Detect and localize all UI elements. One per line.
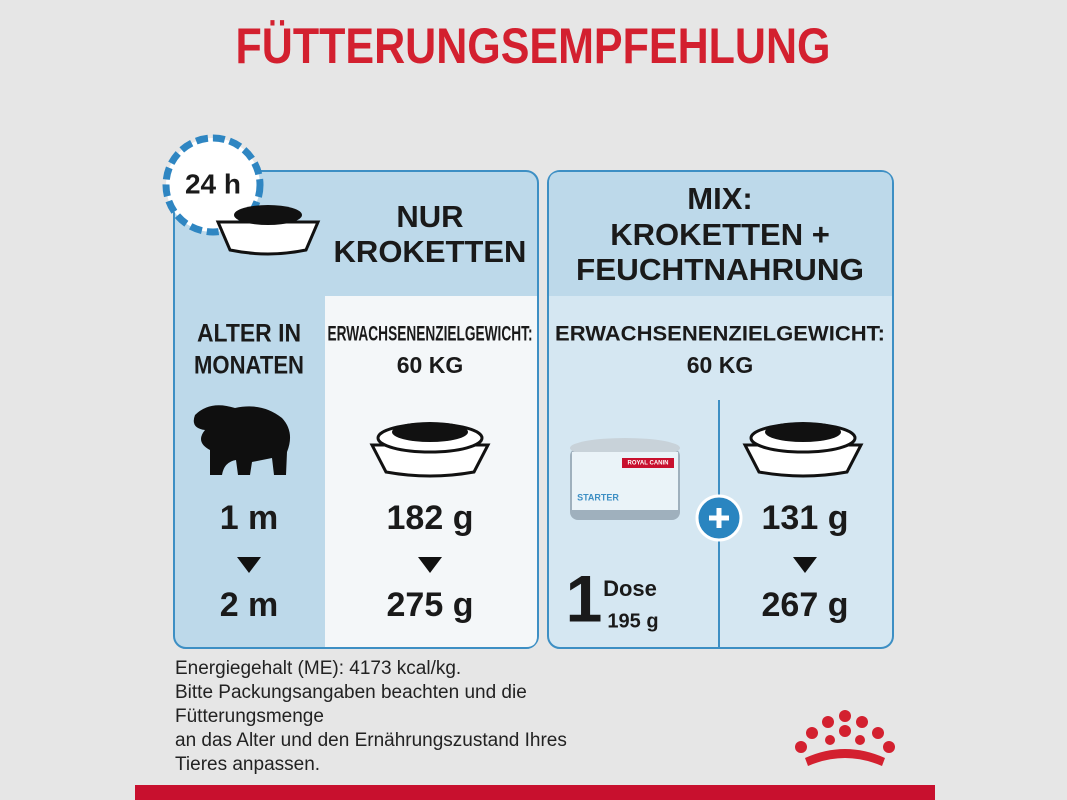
can-product: STARTER: [577, 492, 619, 502]
title: FÜTTERUNGSEMPFEHLUNG: [236, 18, 831, 74]
mix-heading: MIX:: [687, 181, 752, 216]
amount: 182 g: [387, 499, 474, 537]
age: 2 m: [220, 586, 279, 624]
bowl-icon: [369, 422, 491, 478]
bowl-icon: [215, 205, 321, 256]
clock: [162, 134, 264, 236]
plus-sign: [709, 508, 729, 528]
weight-header: 60 KG: [687, 352, 753, 378]
amount: 267 g: [762, 586, 849, 624]
arrow: [418, 557, 442, 573]
puppy-icon: [193, 405, 291, 475]
age: 1 m: [220, 499, 279, 537]
weight-header: 60 KG: [397, 352, 463, 378]
bowl-icon: [742, 422, 864, 478]
note-line: an das Alter und den Ernährungszustand I…: [175, 730, 567, 751]
dry-heading: NUR: [396, 199, 463, 234]
weight-header: ERWACHSENENZIELGEWICHT:: [555, 323, 885, 346]
amount: 275 g: [387, 586, 474, 624]
note-line: Bitte Packungsangaben beachten und die: [175, 682, 527, 703]
mix-heading: KROKETTEN +: [610, 217, 830, 252]
amount: 131 g: [762, 499, 849, 537]
note-line: Energiegehalt (ME): 4173 kcal/kg.: [175, 658, 461, 679]
mix-heading-area: [549, 172, 892, 296]
footer-bar: [135, 785, 935, 800]
note-line: Fütterungsmenge: [175, 706, 324, 727]
can-brand: ROYAL CANIN: [627, 461, 668, 467]
can-weight: 195 g: [607, 610, 658, 632]
arrow: [237, 557, 261, 573]
brand-logo: [795, 710, 895, 766]
clock-label: 24 h: [185, 168, 241, 199]
mix-heading: FEUCHTNAHRUNG: [576, 252, 864, 287]
age-header: MONATEN: [194, 352, 304, 380]
can-unit: Dose: [603, 576, 657, 601]
can-icon: ROYAL CANIN STARTER: [570, 438, 680, 520]
note-line: Tieres anpassen.: [175, 754, 320, 775]
weight-header: ERWACHSENENZIELGEWICHT:: [328, 323, 533, 346]
dry-heading: KROKETTEN: [334, 234, 527, 269]
can-count: 1: [566, 561, 603, 635]
age-header: ALTER IN: [197, 320, 301, 348]
arrow: [793, 557, 817, 573]
